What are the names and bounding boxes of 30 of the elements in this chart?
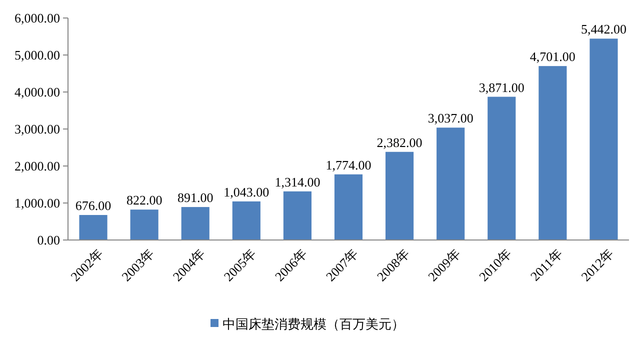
- y-tick-label: 5,000.00: [14, 48, 60, 63]
- bar: [283, 191, 312, 240]
- bar: [130, 210, 158, 240]
- y-tick-label: 2,000.00: [14, 158, 60, 174]
- data-label: 2,382.00: [376, 134, 422, 150]
- bar: [181, 207, 210, 240]
- data-label: 1,043.00: [224, 184, 270, 200]
- bar: [436, 128, 465, 240]
- bar: [232, 201, 260, 240]
- data-label: 3,871.00: [478, 80, 524, 95]
- bar: [334, 174, 363, 240]
- data-label: 822.00: [126, 192, 162, 208]
- bar: [488, 96, 516, 240]
- bar: [590, 38, 618, 240]
- data-label: 4,701.00: [530, 49, 576, 64]
- data-label: 676.00: [75, 198, 112, 213]
- data-label: 3,037.00: [428, 110, 474, 126]
- y-tick-label: 6,000.00: [14, 10, 60, 26]
- bar: [386, 152, 414, 240]
- data-label: 1,774.00: [326, 157, 372, 172]
- bar: [79, 214, 108, 240]
- y-tick-label: 1,000.00: [14, 196, 60, 211]
- data-label: 891.00: [177, 190, 214, 206]
- data-label: 1,314.00: [274, 174, 320, 190]
- y-tick-label: 3,000.00: [14, 122, 60, 137]
- y-tick-label: 0.00: [37, 232, 60, 248]
- y-tick-label: 4,000.00: [14, 84, 60, 100]
- bar: [538, 66, 567, 240]
- legend-label: 中国床垫消费规模（百万美元）: [222, 316, 404, 333]
- data-label: 5,442.00: [580, 22, 626, 37]
